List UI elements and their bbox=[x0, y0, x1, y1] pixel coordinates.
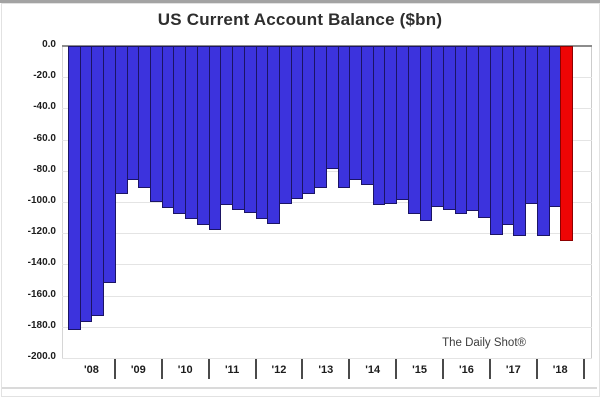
y-tick-label: 0.0 bbox=[42, 39, 56, 50]
y-tick-label: -60.0 bbox=[33, 132, 56, 144]
x-axis-tick bbox=[582, 359, 585, 379]
x-axis: '08 '09 '10 '11 '12 '13 '14 '15 '16 '17 '18 bbox=[62, 358, 592, 386]
x-year-label: '11 bbox=[224, 364, 240, 376]
x-year-label: '12 bbox=[271, 364, 287, 376]
x-axis-tick bbox=[442, 359, 445, 379]
x-axis-tick bbox=[113, 359, 116, 379]
plot-area: The Daily Shot® bbox=[62, 45, 592, 359]
chart-title: US Current Account Balance ($bn) bbox=[157, 10, 443, 29]
gridline bbox=[62, 264, 592, 266]
y-tick-label: -20.0 bbox=[33, 70, 56, 82]
y-tick-label: -160.0 bbox=[27, 288, 56, 300]
y-tick-label: -200.0 bbox=[27, 351, 56, 362]
x-year-label: '17 bbox=[505, 364, 521, 376]
y-tick-label: -140.0 bbox=[27, 257, 56, 269]
x-axis-tick bbox=[160, 359, 163, 379]
gridline bbox=[62, 295, 592, 297]
gridline bbox=[62, 233, 592, 235]
x-axis-tick bbox=[535, 359, 538, 379]
x-year-label: '18 bbox=[552, 364, 568, 376]
gridline bbox=[62, 170, 592, 172]
x-year-label: '16 bbox=[459, 364, 474, 376]
gridline bbox=[62, 326, 592, 328]
y-tick-label: -40.0 bbox=[33, 101, 56, 113]
x-axis-tick bbox=[395, 359, 398, 379]
gridline bbox=[62, 358, 592, 359]
window-top-edge bbox=[0, 0, 600, 3]
y-tick-label: -180.0 bbox=[27, 319, 56, 331]
x-axis-tick bbox=[348, 359, 351, 379]
bar-latest-quarter-highlight bbox=[560, 46, 573, 241]
x-axis-tick bbox=[488, 359, 491, 379]
x-year-label: '15 bbox=[412, 364, 428, 376]
x-year-label: '13 bbox=[318, 364, 334, 376]
gridline bbox=[62, 202, 592, 203]
x-axis-tick bbox=[254, 359, 257, 379]
x-year-label: '14 bbox=[365, 364, 381, 376]
y-tick-label: -120.0 bbox=[27, 226, 56, 238]
y-tick-label: -100.0 bbox=[27, 195, 56, 206]
x-year-label: '09 bbox=[130, 364, 146, 376]
attribution-watermark: The Daily Shot® bbox=[442, 337, 526, 349]
x-axis-tick bbox=[301, 359, 304, 379]
bottom-border bbox=[2, 387, 597, 389]
y-tick-label: -80.0 bbox=[33, 163, 56, 175]
x-axis-tick bbox=[207, 359, 210, 379]
x-year-label: '10 bbox=[177, 364, 193, 376]
x-year-label: '08 bbox=[84, 364, 99, 376]
